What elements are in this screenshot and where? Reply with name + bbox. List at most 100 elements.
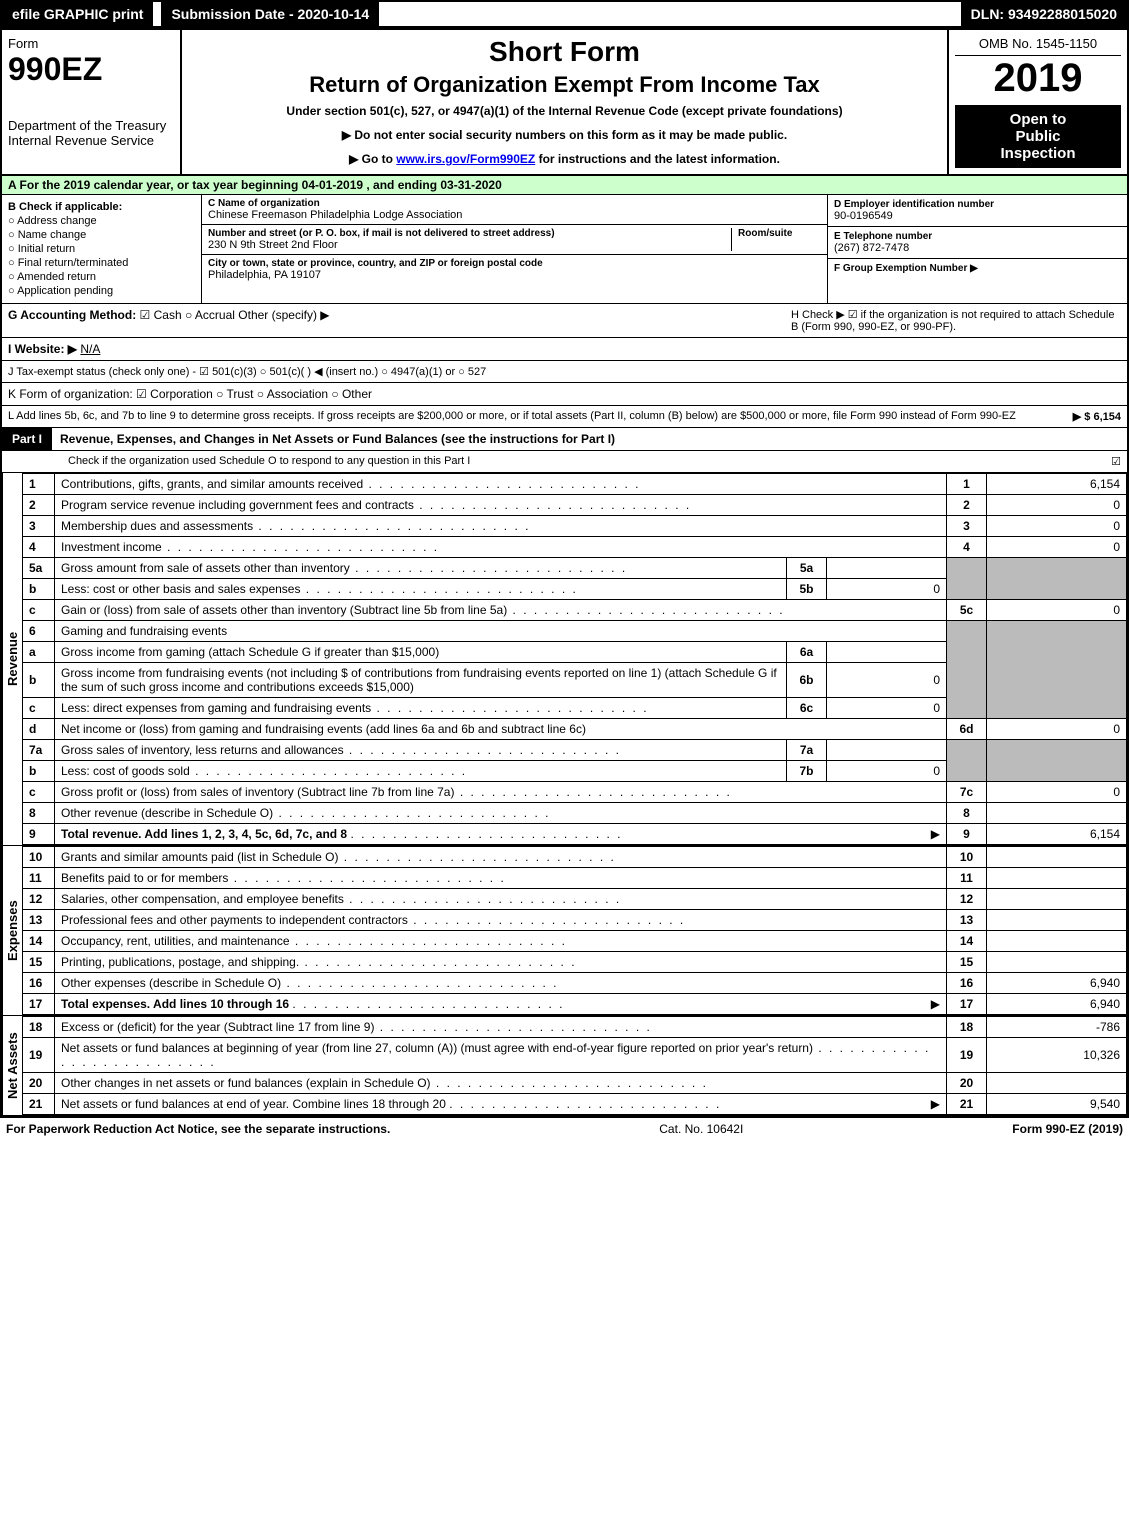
form-number: 990EZ	[8, 51, 174, 88]
street-label: Number and street (or P. O. box, if mail…	[208, 228, 731, 239]
line-6b-midval: 0	[827, 663, 947, 698]
line-9-num: 9	[23, 824, 55, 845]
box-b: B Check if applicable: Address change Na…	[2, 195, 202, 303]
part1-tag: Part I	[2, 428, 52, 450]
chk-cash[interactable]: Cash	[140, 308, 182, 322]
chk-initial-return[interactable]: Initial return	[8, 243, 195, 255]
room-suite-label: Room/suite	[738, 228, 821, 239]
expenses-table: 10Grants and similar amounts paid (list …	[22, 846, 1127, 1015]
line-3-val: 0	[987, 516, 1127, 537]
line-18-num: 18	[23, 1017, 55, 1038]
line-6-num: 6	[23, 621, 55, 642]
chk-address-change[interactable]: Address change	[8, 215, 195, 227]
g-other-label: Other (specify) ▶	[238, 308, 329, 322]
line-20-text: Other changes in net assets or fund bala…	[55, 1073, 947, 1094]
ein-label: D Employer identification number	[834, 199, 1121, 210]
line-21-text: Net assets or fund balances at end of ye…	[55, 1094, 947, 1115]
top-bar: efile GRAPHIC print Submission Date - 20…	[0, 0, 1129, 28]
line-19-val: 10,326	[987, 1038, 1127, 1073]
irs-link[interactable]: www.irs.gov/Form990EZ	[396, 152, 535, 166]
line-13-val	[987, 910, 1127, 931]
line-6c-midval: 0	[827, 698, 947, 719]
dept-treasury: Department of the Treasury	[8, 118, 174, 133]
line-16-val: 6,940	[987, 973, 1127, 994]
chk-name-change[interactable]: Name change	[8, 229, 195, 241]
line-14-text: Occupancy, rent, utilities, and maintena…	[55, 931, 947, 952]
line-15-ref: 15	[947, 952, 987, 973]
line-3-ref: 3	[947, 516, 987, 537]
goto-pre: ▶ Go to	[349, 152, 396, 166]
line-10-num: 10	[23, 847, 55, 868]
line-9-bold: Total revenue. Add lines 1, 2, 3, 4, 5c,…	[61, 827, 347, 841]
line-3-num: 3	[23, 516, 55, 537]
line-4-num: 4	[23, 537, 55, 558]
paperwork-notice: For Paperwork Reduction Act Notice, see …	[6, 1122, 390, 1136]
line-5c-ref: 5c	[947, 600, 987, 621]
ssn-notice: ▶ Do not enter social security numbers o…	[192, 128, 937, 142]
line-8-ref: 8	[947, 803, 987, 824]
netassets-table: 18Excess or (deficit) for the year (Subt…	[22, 1016, 1127, 1115]
line-15-text: Printing, publications, postage, and shi…	[55, 952, 947, 973]
line-l-amount: ▶ $ 6,154	[1073, 410, 1121, 423]
goto-post: for instructions and the latest informat…	[535, 152, 780, 166]
box-c: C Name of organization Chinese Freemason…	[202, 195, 827, 303]
line-5b-num: b	[23, 579, 55, 600]
line-5c-text: Gain or (loss) from sale of assets other…	[55, 600, 947, 621]
efile-print-label[interactable]: efile GRAPHIC print	[2, 2, 153, 26]
line-19-text: Net assets or fund balances at beginning…	[55, 1038, 947, 1073]
org-info-block: B Check if applicable: Address change Na…	[0, 195, 1129, 304]
line-19-num: 19	[23, 1038, 55, 1073]
line-12-text: Salaries, other compensation, and employ…	[55, 889, 947, 910]
line-5b-midval: 0	[827, 579, 947, 600]
line-6c-num: c	[23, 698, 55, 719]
line-16-text: Other expenses (describe in Schedule O)	[55, 973, 947, 994]
revenue-table: 1Contributions, gifts, grants, and simil…	[22, 473, 1127, 845]
chk-amended-return[interactable]: Amended return	[8, 271, 195, 283]
netassets-sidebar: Net Assets	[2, 1016, 22, 1115]
line-6d-ref: 6d	[947, 719, 987, 740]
expenses-sidebar: Expenses	[2, 846, 22, 1015]
line-16-num: 16	[23, 973, 55, 994]
line-6c-text: Less: direct expenses from gaming and fu…	[55, 698, 787, 719]
form-of-organization: K Form of organization: ☑ Corporation ○ …	[8, 387, 372, 401]
line-6b-mid: 6b	[787, 663, 827, 698]
goto-notice: ▶ Go to www.irs.gov/Form990EZ for instru…	[192, 152, 937, 166]
line-17-ref: 17	[947, 994, 987, 1015]
box-d-e-f: D Employer identification number 90-0196…	[827, 195, 1127, 303]
chk-application-pending[interactable]: Application pending	[8, 285, 195, 297]
return-title: Return of Organization Exempt From Incom…	[192, 72, 937, 98]
line-17-num: 17	[23, 994, 55, 1015]
line-14-num: 14	[23, 931, 55, 952]
phone-value: (267) 872-7478	[834, 242, 1121, 254]
line-3-text: Membership dues and assessments	[55, 516, 947, 537]
h-schedule-b-text: H Check ▶ ☑ if the organization is not r…	[791, 308, 1121, 333]
line-5a-num: 5a	[23, 558, 55, 579]
line-1-text: Contributions, gifts, grants, and simila…	[55, 474, 947, 495]
section-a-taxyear: A For the 2019 calendar year, or tax yea…	[0, 176, 1129, 195]
under-section-text: Under section 501(c), 527, or 4947(a)(1)…	[192, 104, 937, 118]
line-7a-mid: 7a	[787, 740, 827, 761]
line-18-ref: 18	[947, 1017, 987, 1038]
inspect-line3: Inspection	[959, 145, 1117, 162]
c-name-label: C Name of organization	[208, 198, 821, 209]
line-4-text: Investment income	[55, 537, 947, 558]
line-6d-val: 0	[987, 719, 1127, 740]
line-7c-ref: 7c	[947, 782, 987, 803]
schedule-o-checkbox[interactable]: ☑	[1111, 455, 1121, 468]
chk-final-return[interactable]: Final return/terminated	[8, 257, 195, 269]
line-6a-midval	[827, 642, 947, 663]
arrow-icon: ▶	[931, 827, 940, 841]
line-8-num: 8	[23, 803, 55, 824]
line-6a-num: a	[23, 642, 55, 663]
line-11-ref: 11	[947, 868, 987, 889]
form-word: Form	[8, 36, 174, 51]
tax-year: 2019	[955, 56, 1121, 101]
line-1-ref: 1	[947, 474, 987, 495]
line-7a-midval	[827, 740, 947, 761]
line-10-ref: 10	[947, 847, 987, 868]
submission-date-label: Submission Date - 2020-10-14	[161, 2, 379, 26]
line-21-num: 21	[23, 1094, 55, 1115]
line-6a-mid: 6a	[787, 642, 827, 663]
line-21-ref: 21	[947, 1094, 987, 1115]
chk-accrual[interactable]: Accrual	[185, 308, 235, 322]
